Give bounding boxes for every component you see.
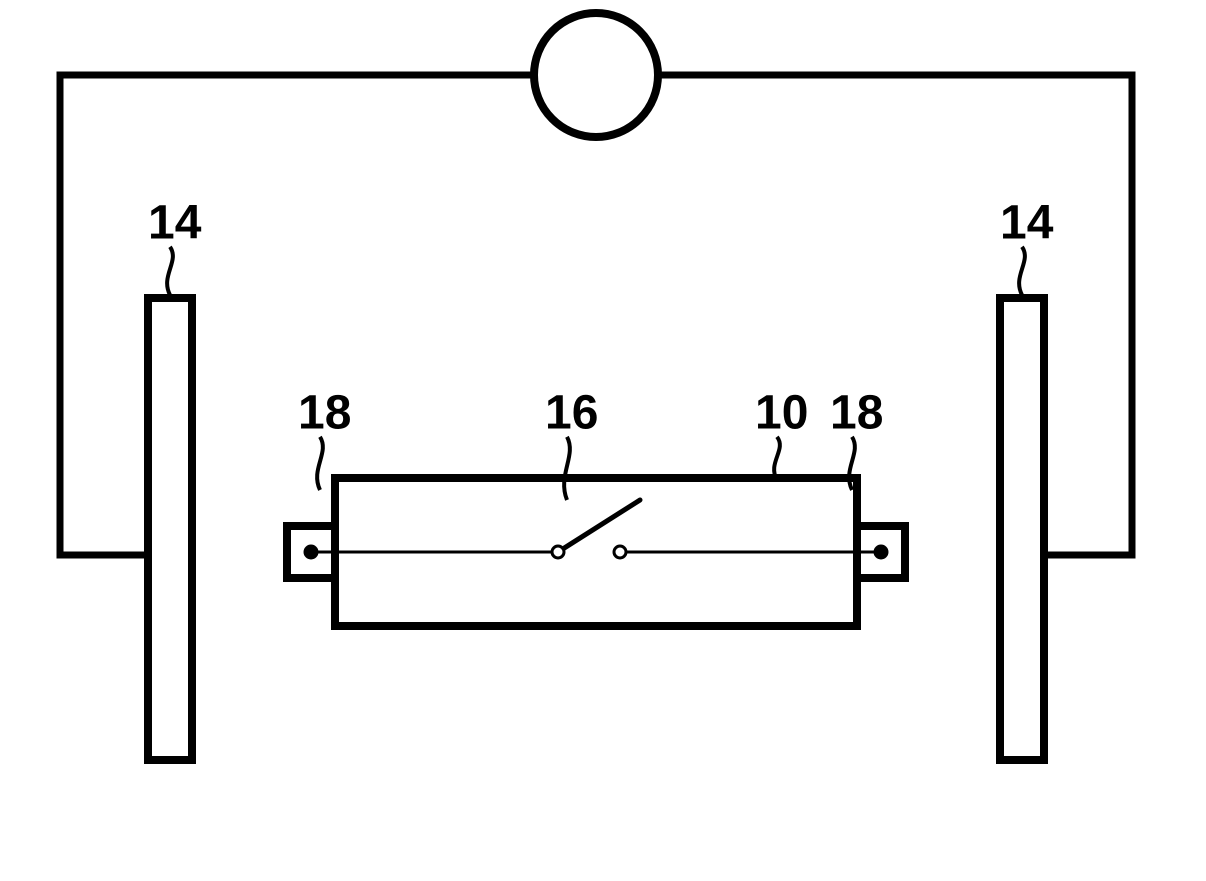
ref-label: 14 xyxy=(148,196,202,249)
leader-line xyxy=(167,247,173,295)
terminal xyxy=(305,546,317,558)
leader-line xyxy=(1019,247,1025,295)
ref-label: 18 xyxy=(298,386,351,439)
terminal xyxy=(614,546,626,558)
terminal xyxy=(552,546,564,558)
ref-label: 10 xyxy=(755,386,808,439)
terminal xyxy=(875,546,887,558)
leader-line xyxy=(317,437,323,490)
ref-label: 14 xyxy=(1000,196,1054,249)
leader-line xyxy=(774,437,780,480)
electrode xyxy=(148,298,192,760)
circuit-diagram: 14 14 18 16 10 18 xyxy=(0,0,1206,881)
ref-label: 16 xyxy=(545,386,598,439)
electrode xyxy=(1000,298,1044,760)
ref-label: 18 xyxy=(830,386,883,439)
source-circle xyxy=(534,13,658,137)
